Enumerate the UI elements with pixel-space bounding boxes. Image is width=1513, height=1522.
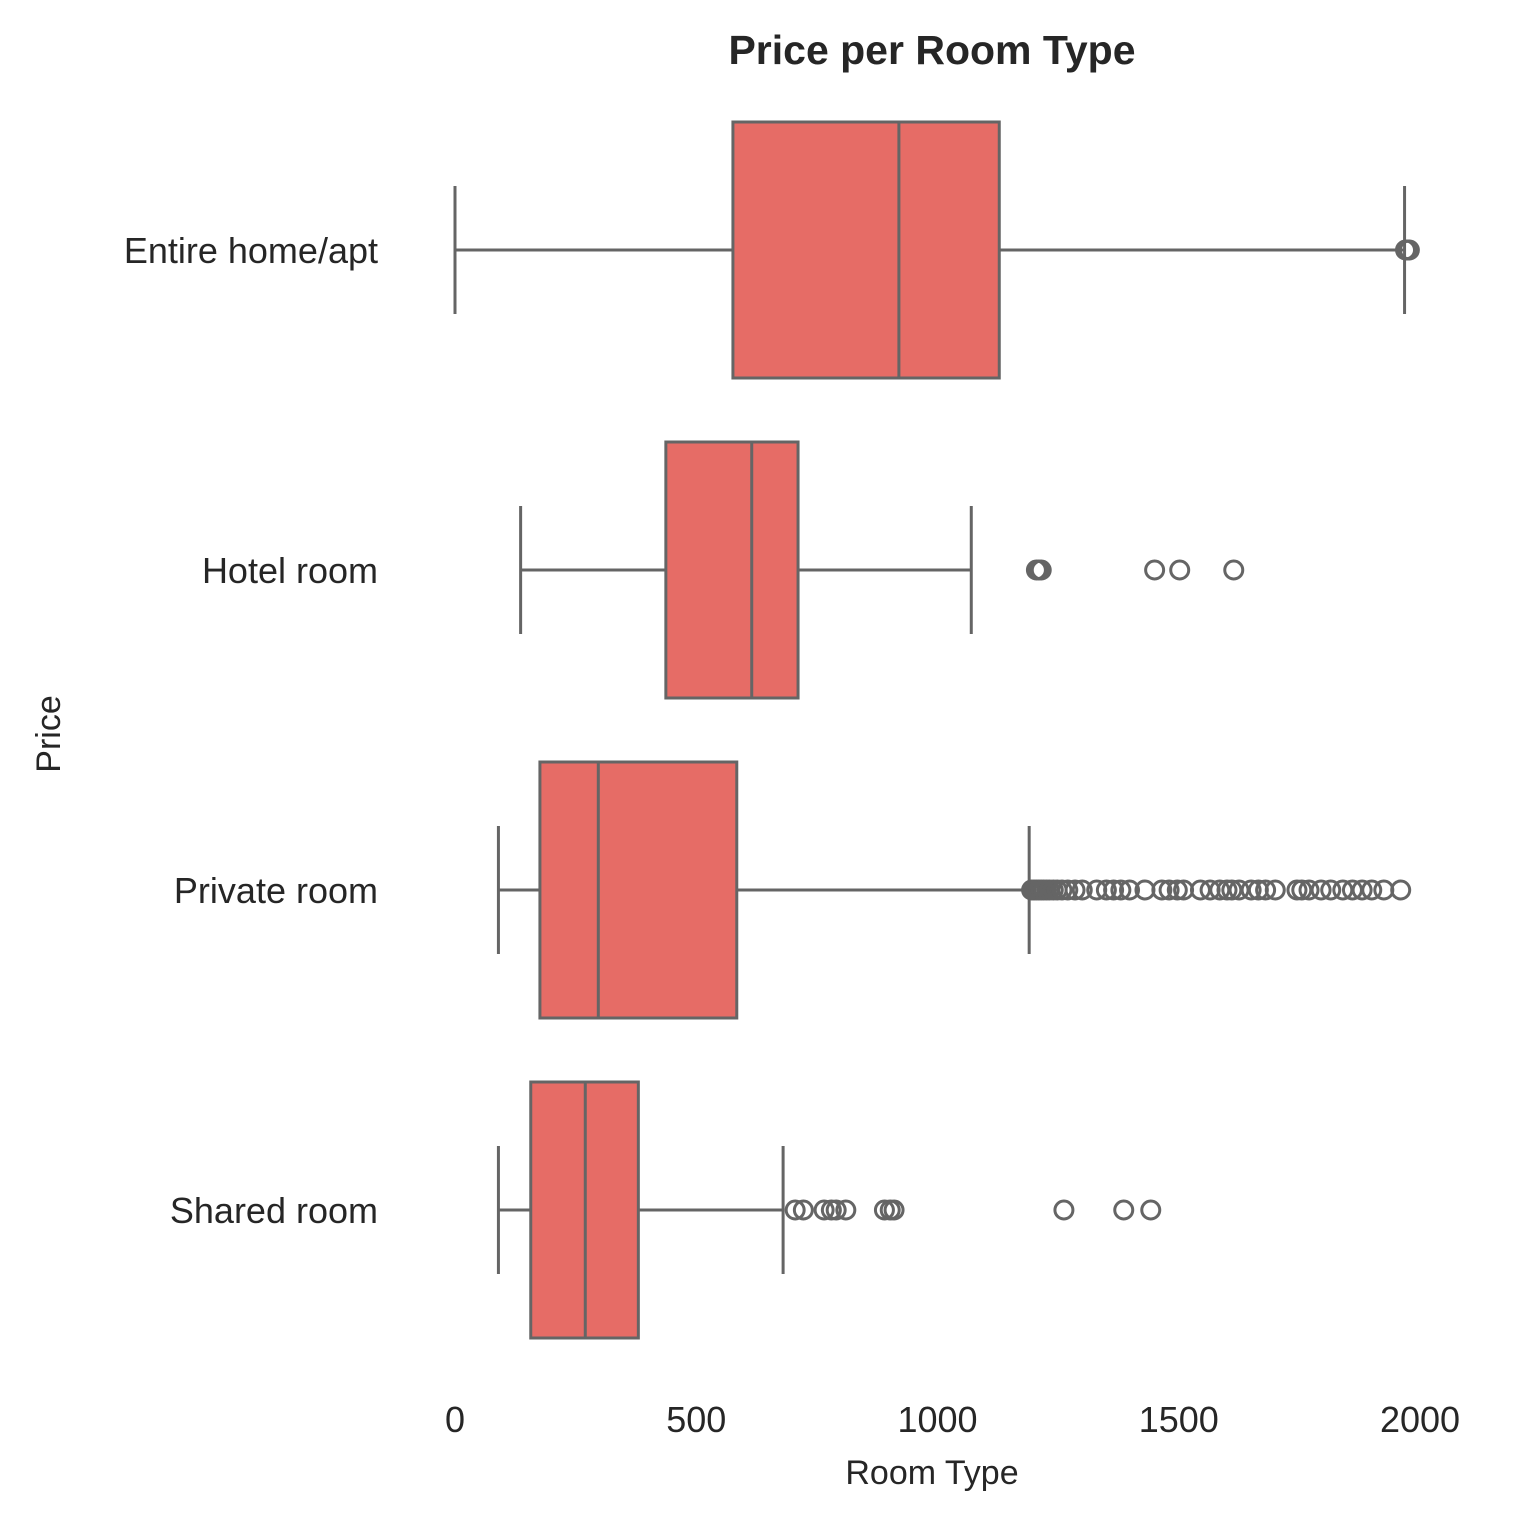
outlier-point xyxy=(1320,879,1342,901)
y-tick-label: Private room xyxy=(174,870,378,911)
box-group-0 xyxy=(453,120,1420,380)
outlier-point xyxy=(784,1199,806,1221)
outlier-point xyxy=(883,1199,905,1221)
box-iqr xyxy=(731,120,1001,380)
outlier-point xyxy=(1169,559,1191,581)
outlier-point xyxy=(1223,559,1245,581)
outlier-point xyxy=(1151,879,1173,901)
outlier-point xyxy=(1361,879,1383,901)
outlier-point xyxy=(1110,879,1132,901)
outlier-point xyxy=(1103,879,1125,901)
outlier-point xyxy=(1095,879,1117,901)
outlier-point xyxy=(1351,879,1373,901)
outlier-point xyxy=(1051,879,1073,901)
x-tick-label: 500 xyxy=(666,1399,726,1440)
outlier-point xyxy=(1071,879,1093,901)
plot-area xyxy=(453,120,1420,1340)
outlier-point xyxy=(1140,1199,1162,1221)
box-group-1 xyxy=(519,440,1245,700)
y-tick-label: Shared room xyxy=(170,1190,378,1231)
outlier-point xyxy=(1255,879,1277,901)
y-tick-label: Entire home/apt xyxy=(124,230,378,271)
outlier-point xyxy=(835,1199,857,1221)
outlier-point xyxy=(873,1199,895,1221)
outlier-point xyxy=(1298,879,1320,901)
x-tick-label: 1000 xyxy=(897,1399,977,1440)
x-tick-label: 0 xyxy=(445,1399,465,1440)
box-iqr xyxy=(538,760,739,1020)
y-tick-label: Hotel room xyxy=(202,550,378,591)
box-group-2 xyxy=(496,760,1412,1020)
outlier-point xyxy=(1064,879,1086,901)
box-group-3 xyxy=(496,1080,1162,1340)
outlier-point xyxy=(1373,879,1395,901)
outlier-point xyxy=(1119,879,1141,901)
outlier-point xyxy=(1390,879,1412,901)
y-axis-label: Price xyxy=(30,695,68,772)
outlier-point xyxy=(1053,1199,1075,1221)
box-iqr xyxy=(664,440,800,700)
outlier-point xyxy=(1166,879,1188,901)
outlier-point xyxy=(1240,879,1262,901)
y-axis-ticks: Entire home/apt Hotel room Private room Sha… xyxy=(124,230,378,1231)
outlier-point xyxy=(1057,879,1079,901)
outlier-point xyxy=(1264,879,1286,901)
chart-title: Price per Room Type xyxy=(728,27,1135,73)
outlier-point xyxy=(825,1199,847,1221)
outlier-point xyxy=(1113,1199,1135,1221)
x-axis-ticks: 0 500 1000 1500 2000 xyxy=(445,1399,1460,1440)
outlier-point xyxy=(813,1199,835,1221)
outlier-point xyxy=(792,1199,814,1221)
outlier-point xyxy=(1398,239,1420,261)
outlier-point xyxy=(1158,879,1180,901)
x-axis-label: Room Type xyxy=(845,1454,1018,1492)
x-tick-label: 2000 xyxy=(1380,1399,1460,1440)
outlier-point xyxy=(1144,559,1166,581)
outlier-point xyxy=(1310,879,1332,901)
outlier-point xyxy=(1030,559,1052,581)
x-tick-label: 1500 xyxy=(1139,1399,1219,1440)
